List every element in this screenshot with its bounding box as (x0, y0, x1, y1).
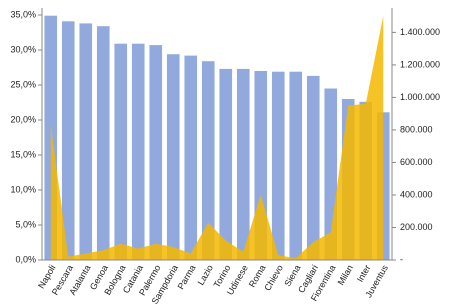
bar (271, 71, 285, 260)
bar (114, 43, 128, 261)
bar (96, 26, 110, 261)
x-tick-label: Parma (176, 263, 198, 291)
y2-tick-label: 1.400.000 (400, 27, 440, 37)
x-tick-label: Milan (336, 263, 355, 287)
bar (131, 43, 145, 261)
x-tick-label: Inter (355, 263, 373, 284)
bar (236, 68, 250, 261)
y-tick-label: 25,0% (10, 79, 36, 89)
y-tick-label: 20,0% (10, 114, 36, 124)
bar (219, 68, 233, 261)
y2-tick-label: 400.000 (400, 189, 433, 199)
bar (201, 61, 215, 261)
y-tick-label: 10,0% (10, 184, 36, 194)
y-tick-label: 35,0% (10, 9, 36, 19)
y2-tick-label: 1.200.000 (400, 59, 440, 69)
area (50, 16, 384, 261)
bar (184, 55, 198, 260)
y2-tick-label: - (400, 254, 403, 264)
y-tick-label: 15,0% (10, 149, 36, 159)
y-tick-label: 5,0% (15, 219, 36, 229)
y2-tick-label: 600.000 (400, 157, 433, 167)
y2-tick-label: 200.000 (400, 222, 433, 232)
bar (79, 23, 93, 261)
y-tick-label: 0,0% (15, 254, 36, 264)
bar (306, 75, 320, 261)
y2-tick-label: 800.000 (400, 124, 433, 134)
bar (166, 54, 180, 261)
y-tick-label: 30,0% (10, 44, 36, 54)
bar (61, 21, 75, 260)
y2-tick-label: 1.000.000 (400, 92, 440, 102)
bar (149, 45, 163, 260)
bar (289, 71, 303, 260)
